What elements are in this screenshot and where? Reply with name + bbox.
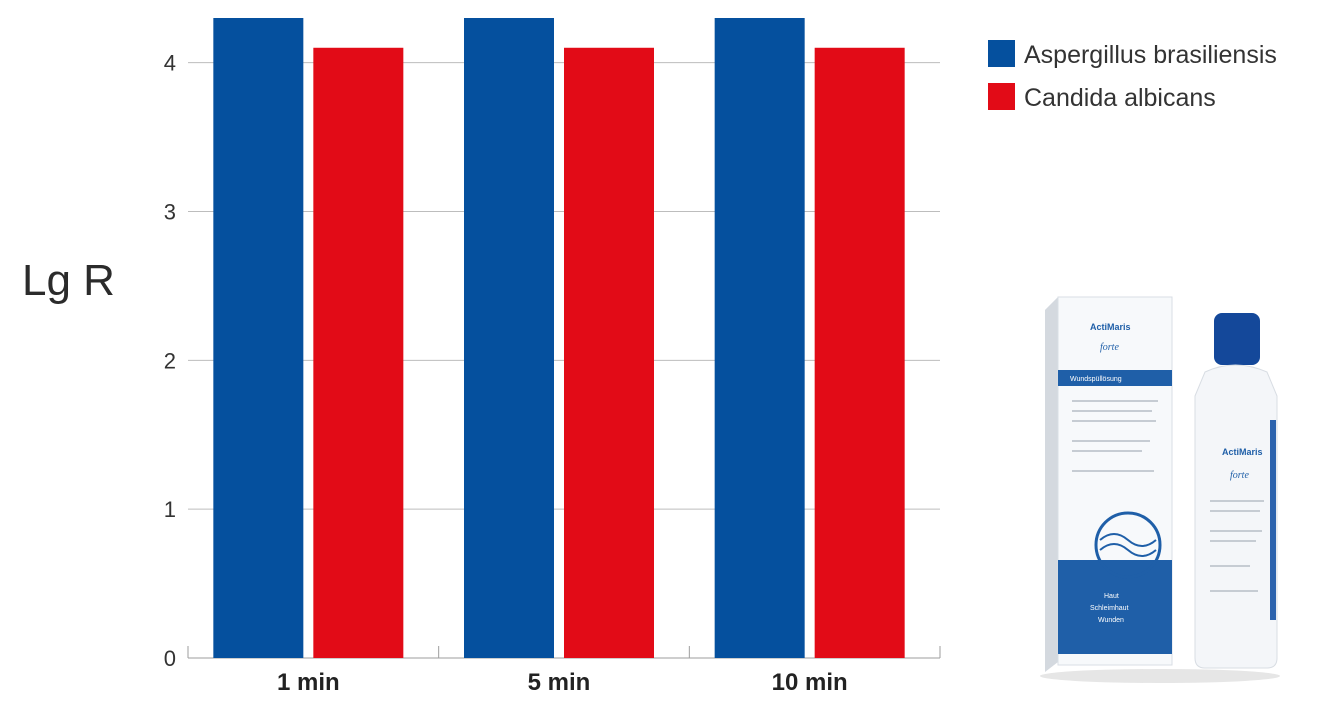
x-tick-label: 10 min: [772, 669, 848, 696]
box-band-text: Wundspüllösung: [1070, 376, 1122, 383]
x-tick-label: 5 min: [528, 669, 591, 696]
x-tick-label: 1 min: [277, 669, 340, 696]
legend-swatch: [988, 40, 1015, 67]
box-brand-text: ActiMaris: [1090, 322, 1131, 332]
bar: [313, 47, 404, 658]
product-bottle: ActiMaris forte: [1194, 313, 1278, 669]
legend-label: Candida albicans: [1024, 84, 1216, 112]
box-variant-text: forte: [1100, 342, 1119, 353]
y-axis-label: Lg R: [22, 256, 115, 305]
bottle-brand-text: ActiMaris: [1222, 447, 1263, 457]
y-tick-label: 4: [164, 51, 176, 76]
bar: [213, 18, 304, 658]
bottle-variant-text: forte: [1230, 470, 1249, 481]
legend-swatch: [988, 83, 1015, 110]
bar: [564, 47, 654, 658]
legend-label: Aspergillus brasiliensis: [1024, 41, 1277, 69]
box-footer-2: Schleimhaut: [1090, 605, 1129, 612]
bars: [213, 18, 905, 658]
y-tick-label: 0: [164, 646, 176, 671]
y-tick-labels: 0 1 2 3 4: [164, 51, 176, 671]
x-tick-labels: 1 min 5 min 10 min: [277, 669, 848, 696]
bar: [714, 18, 805, 658]
product-image: ActiMaris forte Wundspüllösung Haut Schl…: [1040, 296, 1280, 683]
bar: [464, 18, 554, 658]
legend: Aspergillus brasiliensis Candida albicans: [988, 40, 1277, 112]
product-shadow: [1040, 669, 1280, 683]
bottle-cap: [1214, 313, 1260, 365]
product-box: ActiMaris forte Wundspüllösung Haut Schl…: [1045, 296, 1173, 672]
bar: [814, 47, 905, 658]
y-tick-label: 1: [164, 497, 176, 522]
y-tick-label: 2: [164, 348, 176, 373]
box-footer-1: Haut: [1104, 593, 1119, 600]
box-footer-3: Wunden: [1098, 617, 1124, 624]
y-tick-label: 3: [164, 199, 176, 224]
